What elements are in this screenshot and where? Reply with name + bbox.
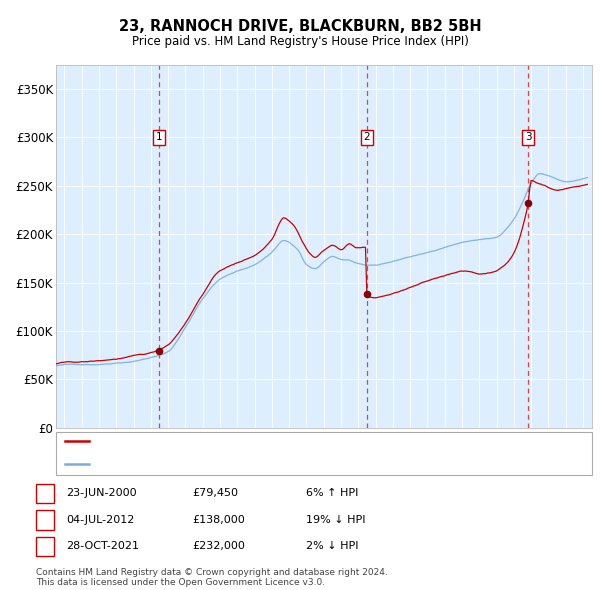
Text: Contains HM Land Registry data © Crown copyright and database right 2024.: Contains HM Land Registry data © Crown c… [36, 568, 388, 577]
Text: 2: 2 [364, 133, 370, 142]
Text: 19% ↓ HPI: 19% ↓ HPI [306, 515, 365, 525]
Text: 23-JUN-2000: 23-JUN-2000 [66, 489, 137, 498]
Text: £138,000: £138,000 [192, 515, 245, 525]
Text: 04-JUL-2012: 04-JUL-2012 [66, 515, 134, 525]
Text: HPI: Average price, detached house, Blackburn with Darwen: HPI: Average price, detached house, Blac… [93, 460, 422, 469]
Text: 1: 1 [155, 133, 162, 142]
Text: 3: 3 [524, 133, 532, 142]
Text: 6% ↑ HPI: 6% ↑ HPI [306, 489, 358, 498]
Text: £232,000: £232,000 [192, 542, 245, 551]
Text: 28-OCT-2021: 28-OCT-2021 [66, 542, 139, 551]
Text: 23, RANNOCH DRIVE, BLACKBURN, BB2 5BH: 23, RANNOCH DRIVE, BLACKBURN, BB2 5BH [119, 19, 481, 34]
Text: 3: 3 [41, 542, 49, 551]
Text: 1: 1 [41, 489, 49, 498]
Text: 2: 2 [41, 515, 49, 525]
Text: 2% ↓ HPI: 2% ↓ HPI [306, 542, 359, 551]
Text: Price paid vs. HM Land Registry's House Price Index (HPI): Price paid vs. HM Land Registry's House … [131, 35, 469, 48]
Text: £79,450: £79,450 [192, 489, 238, 498]
Text: 23, RANNOCH DRIVE, BLACKBURN, BB2 5BH (detached house): 23, RANNOCH DRIVE, BLACKBURN, BB2 5BH (d… [93, 436, 435, 445]
Text: This data is licensed under the Open Government Licence v3.0.: This data is licensed under the Open Gov… [36, 578, 325, 588]
